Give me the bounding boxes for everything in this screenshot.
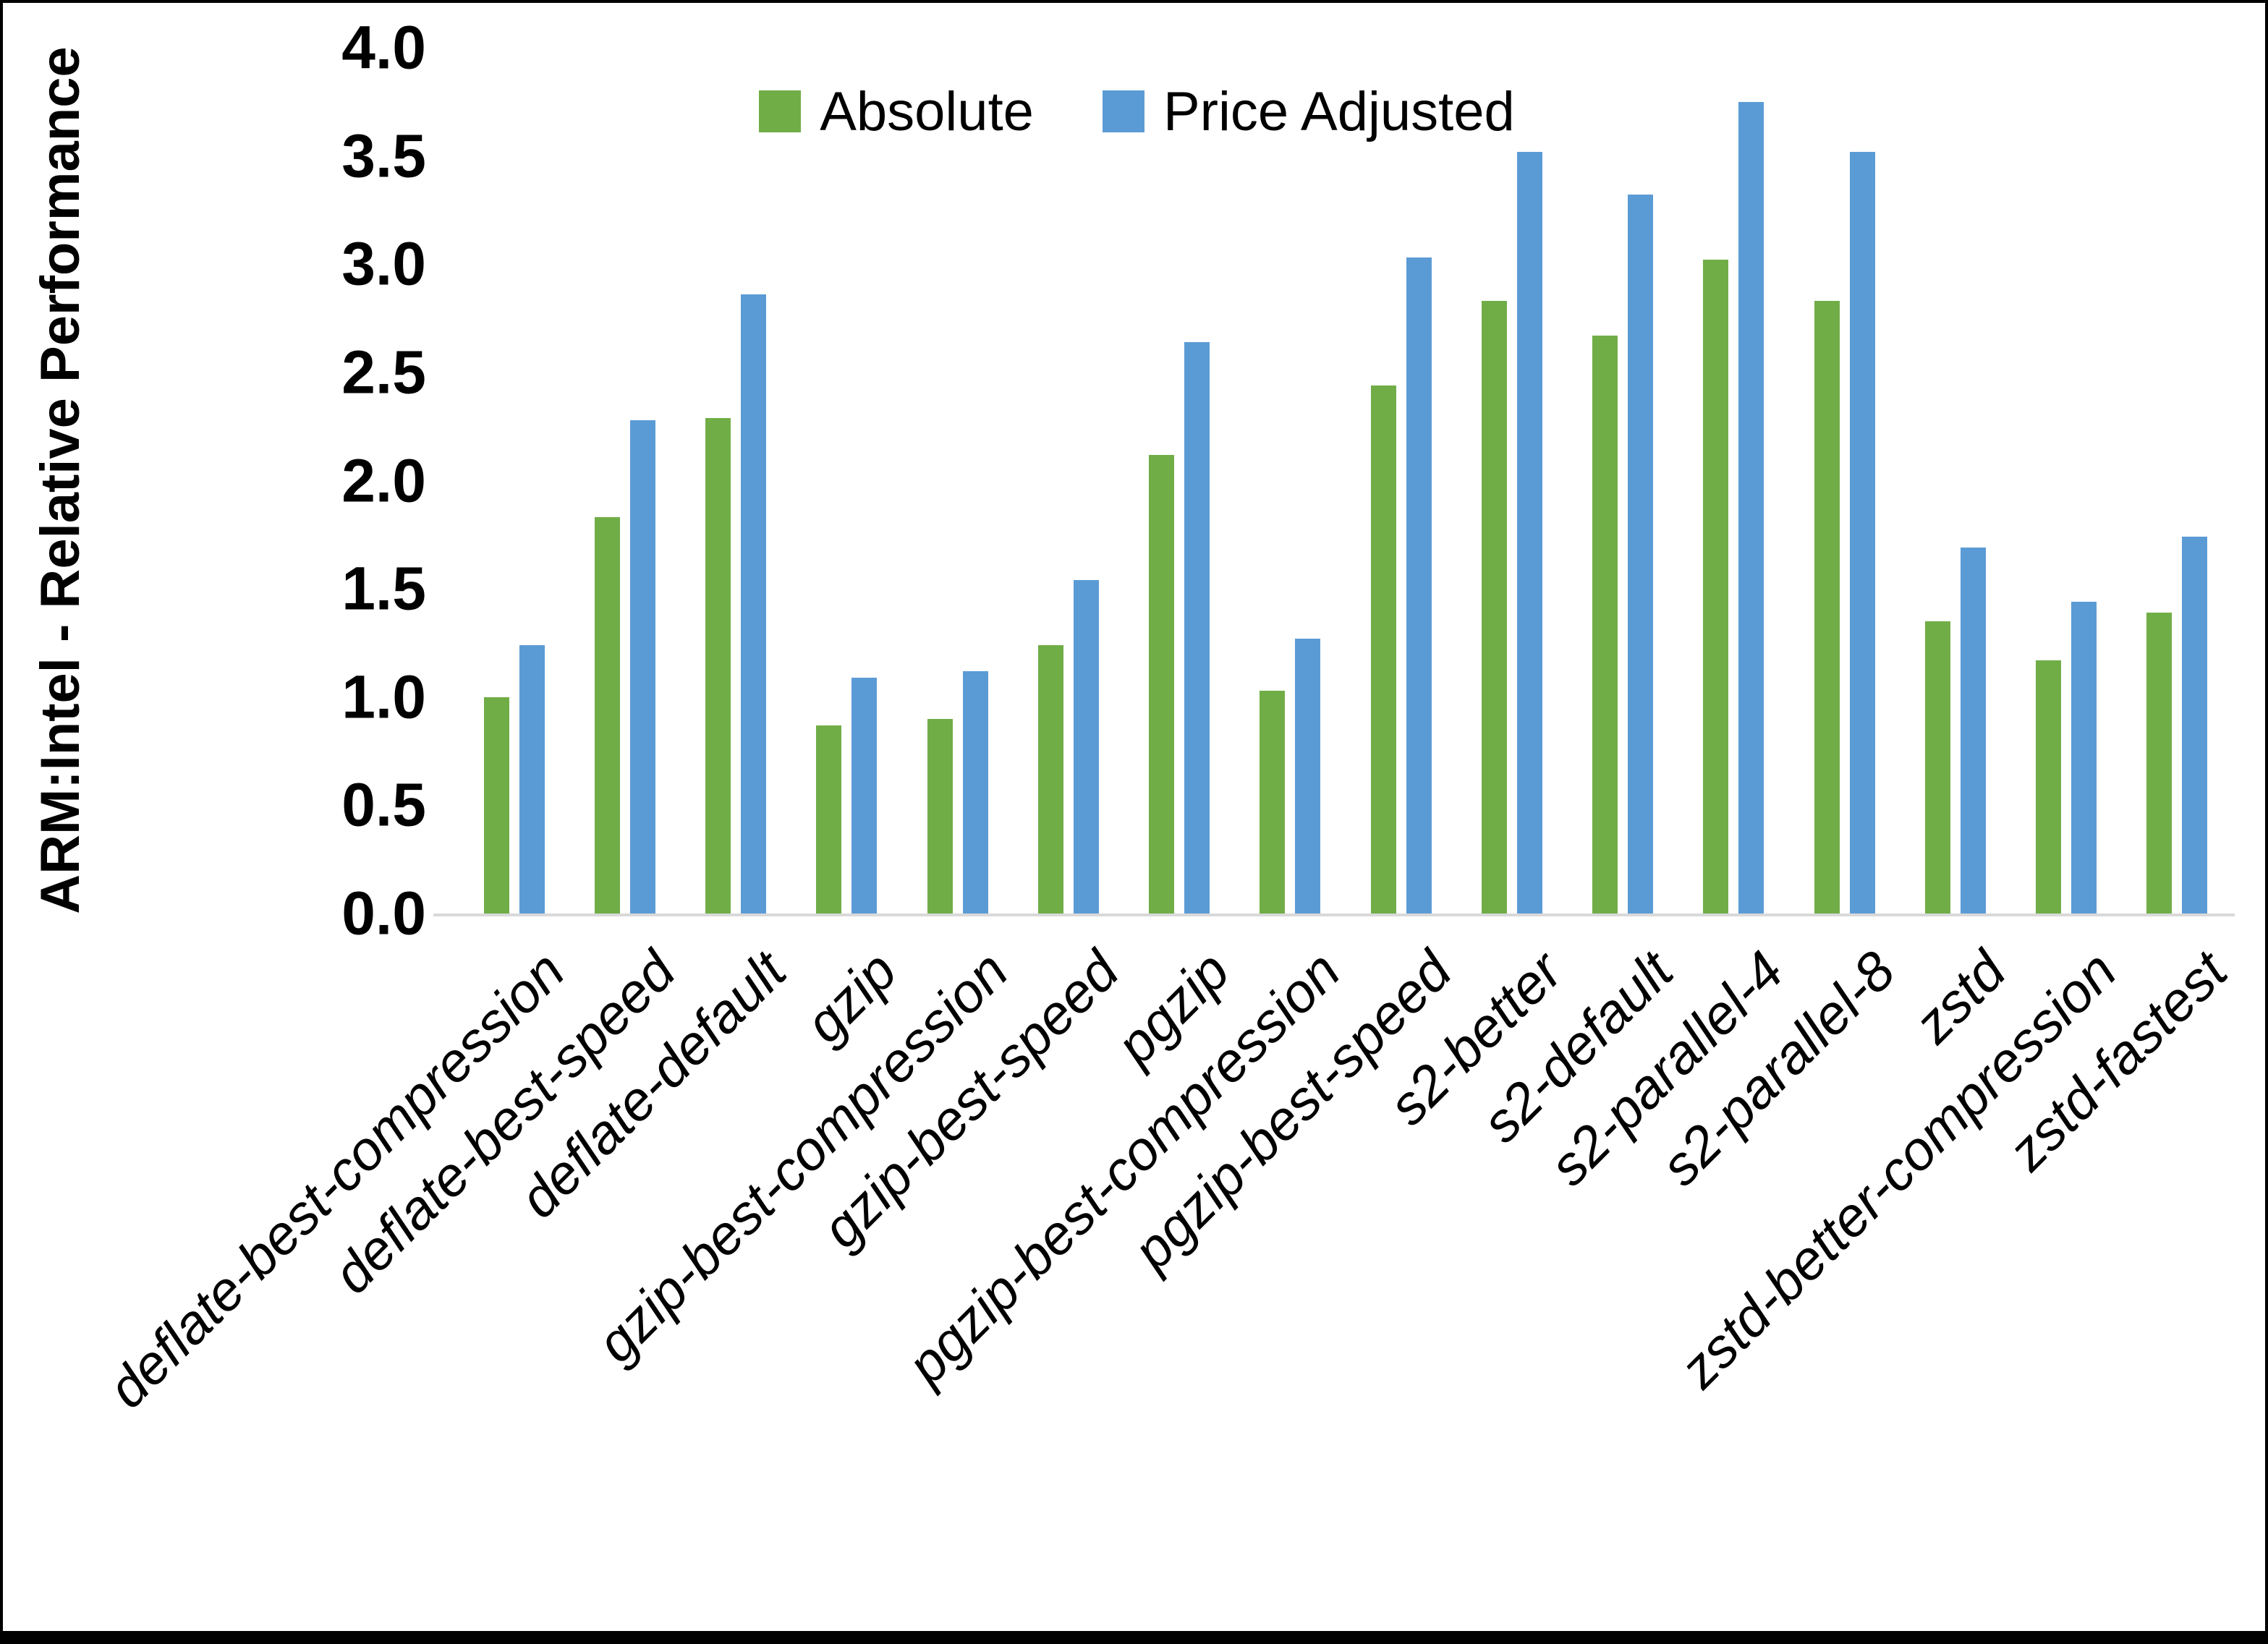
bar-price-adjusted-pgzip (1184, 341, 1210, 913)
bar-price-adjusted-gzip-best-compression (962, 670, 988, 913)
y-tick-label-3.0: 3.0 (341, 229, 426, 298)
y-tick-label-1.0: 1.0 (341, 663, 426, 731)
bar-price-adjusted-gzip (851, 677, 878, 913)
legend-item-price-adjusted: Price Adjusted (1102, 80, 1515, 143)
bar-absolute-pgzip-best-compression (1260, 690, 1286, 913)
y-tick-label-0.0: 0.0 (341, 879, 426, 947)
bar-absolute-s2-default (1592, 336, 1618, 913)
bar-absolute-deflate-best-compression (483, 697, 509, 913)
x-axis-line (433, 913, 2235, 916)
legend-item-absolute: Absolute (759, 80, 1034, 143)
legend-label-price-adjusted: Price Adjusted (1163, 80, 1515, 142)
legend-swatch-price-adjusted (1102, 90, 1144, 132)
y-tick-label-0.5: 0.5 (341, 770, 426, 839)
bar-price-adjusted-s2-better (1516, 151, 1542, 913)
bar-absolute-gzip-best-compression (927, 718, 953, 913)
bar-price-adjusted-s2-parallel-8 (1849, 151, 1875, 913)
bar-absolute-gzip-best-speed (1037, 644, 1063, 913)
bar-price-adjusted-s2-parallel-4 (1738, 101, 1764, 913)
bar-price-adjusted-zstd-fastest (2182, 537, 2208, 913)
bar-price-adjusted-deflate-best-speed (629, 419, 655, 913)
legend-label-absolute: Absolute (820, 80, 1034, 142)
y-tick-label-2.5: 2.5 (341, 338, 426, 406)
bar-absolute-zstd-better-compression (2036, 660, 2062, 913)
bar-absolute-deflate-default (705, 417, 731, 913)
legend: Absolute Price Adjusted (3, 75, 2268, 148)
bar-absolute-deflate-best-speed (594, 517, 620, 913)
bar-price-adjusted-deflate-best-compression (519, 644, 545, 913)
bar-price-adjusted-pgzip-best-speed (1406, 257, 1432, 913)
bar-absolute-s2-parallel-4 (1703, 260, 1729, 913)
bar-price-adjusted-s2-default (1628, 195, 1654, 913)
bar-absolute-pgzip-best-speed (1370, 385, 1396, 913)
y-tick-label-3.5: 3.5 (341, 122, 426, 190)
bar-absolute-s2-better (1481, 301, 1507, 913)
y-tick-label-4.0: 4.0 (341, 13, 426, 82)
bar-price-adjusted-pgzip-best-compression (1295, 638, 1321, 913)
bar-price-adjusted-zstd (1960, 548, 1986, 913)
bar-absolute-zstd-fastest (2146, 613, 2173, 913)
bar-absolute-s2-parallel-8 (1814, 301, 1840, 913)
bar-price-adjusted-deflate-default (741, 294, 767, 913)
bar-absolute-gzip (816, 725, 842, 913)
y-tick-label-1.5: 1.5 (341, 554, 426, 623)
plot-area: 0.0 0.5 1.0 1.5 2.0 2.5 3.0 3.5 4.0 deflate-best… (3, 3, 2265, 1631)
y-tick-label-2.0: 2.0 (341, 446, 426, 514)
bar-price-adjusted-gzip-best-speed (1073, 580, 1099, 913)
legend-swatch-absolute (759, 90, 802, 132)
bar-price-adjusted-zstd-better-compression (2071, 602, 2097, 913)
bar-absolute-pgzip (1149, 454, 1175, 913)
bar-absolute-zstd (1924, 621, 1950, 913)
